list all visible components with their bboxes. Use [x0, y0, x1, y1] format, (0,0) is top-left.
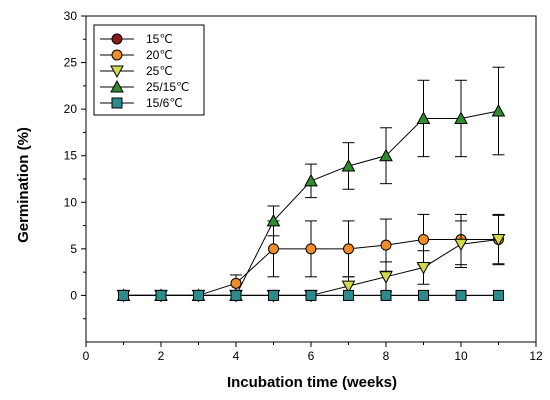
y-tick-label: 0	[70, 288, 77, 302]
legend-marker	[111, 97, 123, 109]
y-axis-title: Germination (%)	[15, 127, 32, 243]
data-point	[454, 111, 468, 124]
data-point	[305, 243, 317, 255]
data-point	[343, 243, 354, 255]
data-point	[379, 271, 393, 284]
legend-marker	[111, 49, 123, 61]
legend-marker	[110, 79, 124, 93]
data-point	[304, 173, 318, 187]
x-tick-label: 2	[158, 349, 165, 363]
legend-label: 20℃	[146, 48, 173, 62]
series-1	[118, 213, 505, 301]
y-tick-label: 5	[70, 242, 77, 256]
data-point	[416, 261, 431, 275]
data-point	[341, 280, 356, 294]
data-point	[118, 289, 129, 301]
x-tick-label: 8	[383, 349, 390, 363]
data-point	[193, 289, 204, 301]
legend-label: 15/6℃	[146, 96, 183, 110]
y-tick-label: 10	[64, 195, 78, 209]
y-tick-label: 15	[64, 149, 78, 163]
data-point	[341, 158, 356, 172]
x-tick-label: 0	[83, 349, 90, 363]
data-point	[491, 234, 506, 247]
legend-marker	[111, 33, 123, 45]
data-point	[454, 238, 468, 252]
data-point	[268, 289, 279, 301]
data-point	[266, 213, 281, 227]
series-4	[118, 289, 504, 301]
data-point	[155, 289, 167, 301]
x-tick-label: 6	[308, 349, 315, 363]
x-tick-label: 10	[454, 349, 468, 363]
data-point	[305, 289, 317, 301]
x-tick-label: 4	[233, 349, 240, 363]
legend-label: 25/15℃	[146, 80, 190, 94]
legend-label: 15℃	[146, 32, 173, 46]
legend: 15℃ 20℃ 25℃ 25/15℃ 15/6℃	[93, 24, 205, 116]
x-tick-label: 12	[529, 349, 543, 363]
data-point	[268, 243, 279, 255]
data-point	[380, 289, 392, 301]
series-layer	[116, 66, 506, 303]
y-tick-label: 20	[64, 102, 78, 116]
data-point	[230, 289, 242, 301]
data-point	[491, 103, 506, 117]
x-axis-title: Incubation time (weeks)	[227, 374, 397, 391]
data-point	[493, 289, 504, 301]
axes-layer: 0 2 4 6 8 10 12 0 5 10 15 20 25 30	[64, 9, 543, 363]
data-point	[418, 289, 429, 301]
data-point	[418, 234, 429, 246]
legend-label: 25℃	[146, 64, 173, 78]
data-point	[343, 289, 354, 301]
data-point	[455, 289, 467, 301]
data-point	[380, 239, 392, 251]
data-point	[230, 277, 242, 289]
legend-marker	[110, 65, 124, 79]
data-point	[416, 111, 431, 124]
y-tick-label: 30	[64, 9, 78, 23]
data-point	[379, 148, 393, 162]
y-tick-label: 25	[64, 56, 78, 70]
